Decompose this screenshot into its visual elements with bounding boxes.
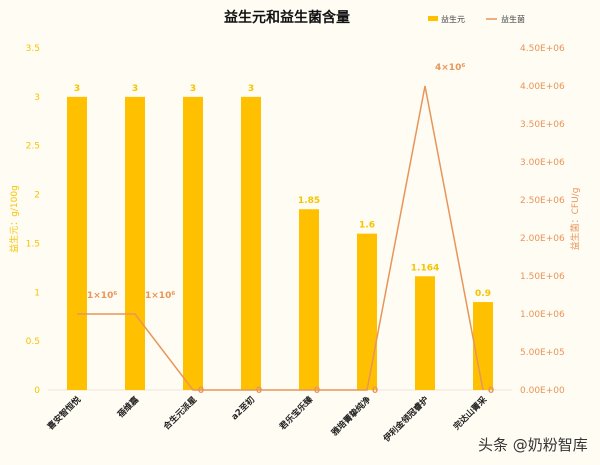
y-right-tick-label: 3.00E+06 <box>520 158 565 168</box>
y-left-tick-label: 3 <box>34 93 40 103</box>
x-category-label: 伊利金领冠睿护 <box>381 394 432 445</box>
x-category-label: 喜安智恒悦 <box>45 394 83 432</box>
x-category-label: 完达山菁采 <box>451 394 489 432</box>
series-line <box>77 85 484 391</box>
bar <box>67 96 87 390</box>
bar <box>473 302 493 390</box>
y-right-tick-label: 4.00E+06 <box>520 82 565 92</box>
y-left-tick-label: 0.5 <box>26 337 40 347</box>
line-data-label: 0 <box>372 386 378 396</box>
y-left-tick-label: 0 <box>34 386 40 396</box>
bar-data-label: 3 <box>190 84 196 94</box>
x-category-label: 雅培菁挚纯净 <box>329 394 374 439</box>
y-right-tick-label: 3.50E+06 <box>520 120 565 130</box>
x-category-label: a2至初 <box>229 394 257 422</box>
y-right-tick-label: 1.00E+06 <box>520 310 565 320</box>
bar-data-label: 1.6 <box>359 221 375 231</box>
bar-data-label: 1.164 <box>411 263 439 273</box>
y-left-tick-label: 3.5 <box>26 44 40 54</box>
y-axis-right-label: 益生菌：CFU/g <box>569 188 581 251</box>
x-category-label: 合生元派星 <box>161 394 200 433</box>
legend: 益生元 益生菌 <box>428 14 525 24</box>
bar-data-label: 3 <box>248 84 254 94</box>
bar <box>357 233 377 390</box>
chart-title: 益生元和益生菌含量 <box>224 9 350 26</box>
line-data-label: 4×10⁶ <box>435 63 465 73</box>
line-data-label: 0 <box>256 386 262 396</box>
y-right-tick-label: 2.00E+06 <box>520 234 565 244</box>
y-right-tick-label: 2.50E+06 <box>520 196 565 206</box>
bar <box>299 209 319 390</box>
y-left-tick-label: 1 <box>34 288 40 298</box>
y-left-tick-label: 2.5 <box>26 142 40 152</box>
bar-data-label: 1.85 <box>298 196 320 206</box>
legend-line-label: 益生菌 <box>501 14 525 24</box>
bar <box>125 96 145 390</box>
bar-data-label: 0.9 <box>475 289 491 299</box>
bar <box>183 96 203 390</box>
y-left-tick-label: 1.5 <box>26 239 40 249</box>
line-data-label: 0 <box>488 386 494 396</box>
y-right-tick-label: 5.00E+05 <box>520 348 565 358</box>
y-right-tick-label: 0.00E+00 <box>520 386 565 396</box>
line-data-label: 0 <box>198 386 204 396</box>
bar-data-label: 3 <box>132 84 138 94</box>
y-axis-left-label: 益生元：g/100g <box>8 185 20 253</box>
watermark: 头条 @奶粉智库 <box>478 436 588 454</box>
line-data-label: 0 <box>314 386 320 396</box>
y-left-tick-label: 2 <box>34 191 40 201</box>
line-data-label: 1×10⁶ <box>87 291 117 301</box>
line-data-label: 1×10⁶ <box>145 291 175 301</box>
bar-data-label: 3 <box>74 84 80 94</box>
x-category-label: 君乐宝乐臻 <box>277 394 316 433</box>
x-category-label: 蓓维嘉 <box>115 394 142 421</box>
bar <box>415 276 435 390</box>
bar <box>241 96 261 390</box>
y-right-tick-label: 4.50E+06 <box>520 44 565 54</box>
legend-bar-label: 益生元 <box>441 14 465 24</box>
y-right-tick-label: 1.50E+06 <box>520 272 565 282</box>
legend-bar-swatch <box>428 16 438 21</box>
